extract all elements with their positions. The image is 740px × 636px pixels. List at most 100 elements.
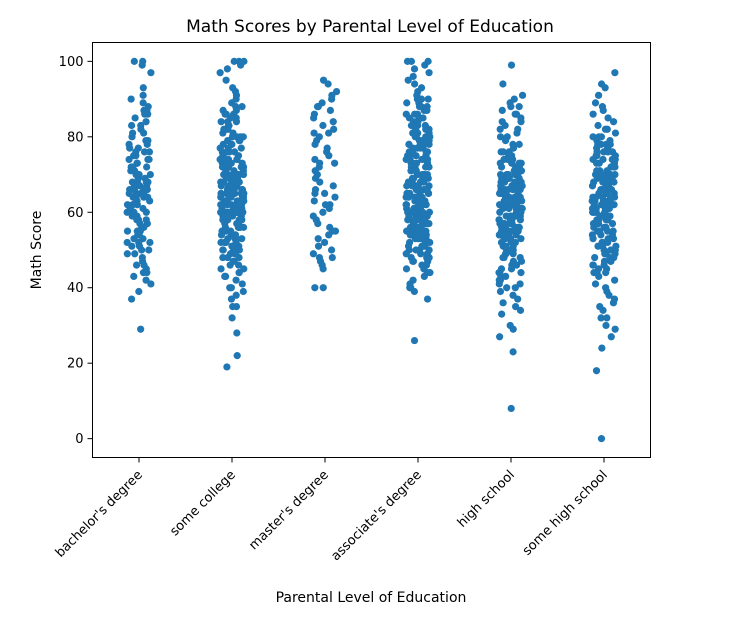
data-point (123, 238, 131, 247)
data-point (608, 193, 616, 201)
data-point (143, 269, 151, 277)
data-point (496, 133, 505, 141)
chart-title: Math Scores by Parental Level of Educati… (186, 17, 554, 37)
data-point (137, 325, 145, 333)
data-point (231, 231, 240, 239)
data-point (128, 133, 136, 141)
data-point (425, 219, 433, 228)
data-point (406, 178, 414, 186)
data-point (138, 246, 146, 254)
data-point (314, 242, 323, 250)
data-point (316, 178, 324, 186)
data-point (599, 242, 607, 250)
data-point (328, 95, 336, 103)
data-point (598, 344, 606, 352)
data-point (611, 276, 619, 284)
data-point (143, 140, 151, 148)
data-point (423, 170, 432, 179)
data-point (407, 223, 415, 231)
data-point (409, 129, 417, 137)
data-point (125, 140, 133, 148)
data-point (129, 163, 137, 171)
data-point (233, 352, 241, 360)
data-point (226, 208, 234, 216)
data-point (498, 310, 506, 318)
data-point (610, 163, 618, 171)
data-point (227, 193, 235, 201)
data-point (599, 306, 607, 314)
data-point (514, 295, 522, 303)
data-point (515, 140, 523, 148)
data-point (331, 193, 339, 201)
data-point (224, 163, 233, 171)
data-point (319, 284, 327, 292)
data-point (230, 186, 238, 194)
data-point (604, 114, 612, 122)
data-point (609, 118, 618, 126)
data-point (417, 103, 425, 111)
data-point (506, 212, 514, 220)
data-point (419, 201, 427, 209)
data-point (311, 140, 319, 148)
data-point (512, 261, 521, 269)
data-point (321, 189, 329, 198)
data-point (603, 227, 612, 235)
data-point (597, 314, 605, 322)
data-point (329, 118, 337, 126)
data-point (217, 265, 225, 273)
data-point (496, 125, 504, 133)
data-point (130, 57, 138, 65)
data-point (601, 204, 609, 213)
data-point (409, 72, 417, 81)
data-point (500, 253, 508, 262)
data-point (517, 269, 525, 277)
data-point (228, 314, 236, 322)
data-point (509, 325, 517, 333)
y-tick-label: 0 (75, 432, 83, 447)
data-point (426, 238, 434, 247)
data-point (233, 155, 241, 164)
data-point (227, 227, 235, 235)
data-point (513, 129, 521, 137)
data-point (512, 110, 521, 118)
data-point (127, 295, 136, 303)
data-point (591, 280, 600, 288)
data-point (223, 201, 231, 209)
data-point (226, 261, 234, 269)
data-point (424, 95, 432, 103)
data-point (593, 269, 601, 277)
data-point (594, 140, 602, 148)
data-point (423, 186, 431, 194)
data-point (507, 103, 515, 111)
data-point (419, 242, 427, 250)
data-point (425, 140, 433, 148)
data-point (324, 80, 332, 88)
data-point (516, 306, 525, 314)
data-point (405, 212, 413, 220)
data-point (505, 152, 513, 160)
data-point (425, 253, 433, 262)
y-axis-label: Math Score (29, 211, 45, 290)
data-point (607, 333, 615, 341)
data-point (498, 106, 506, 115)
y-tick-label: 20 (67, 357, 84, 372)
data-point (611, 325, 619, 333)
data-point (412, 167, 420, 175)
data-point (320, 238, 329, 247)
data-point (516, 216, 525, 224)
data-point (515, 159, 523, 167)
data-point (223, 65, 231, 73)
data-point (503, 284, 511, 292)
data-point (330, 125, 338, 133)
series-3 (402, 57, 434, 345)
data-point (135, 287, 143, 296)
x-tick-label: master's degree (246, 468, 331, 553)
data-point (609, 235, 618, 243)
data-point (604, 235, 612, 243)
data-point (589, 133, 597, 141)
data-point (419, 208, 427, 216)
data-point (517, 235, 525, 243)
data-point (497, 182, 505, 190)
data-point (220, 170, 228, 179)
plot-area (92, 42, 651, 458)
